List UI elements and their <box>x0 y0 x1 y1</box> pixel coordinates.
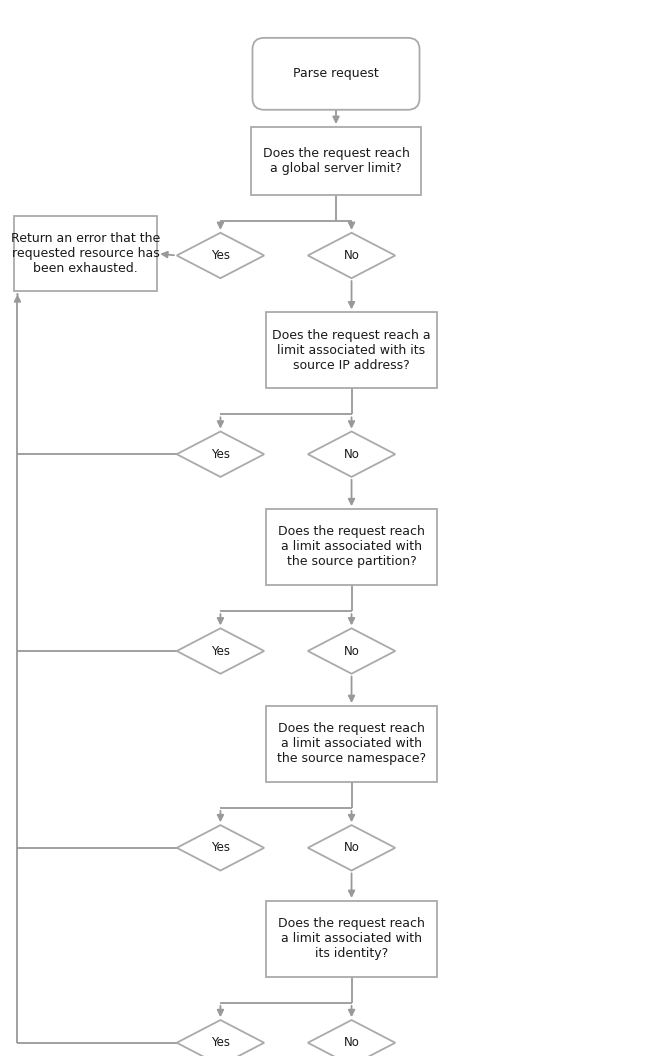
Polygon shape <box>177 232 264 278</box>
Text: No: No <box>343 249 360 262</box>
Polygon shape <box>177 825 264 870</box>
Polygon shape <box>177 1020 264 1056</box>
Text: No: No <box>343 1036 360 1050</box>
Polygon shape <box>177 432 264 477</box>
Text: No: No <box>343 448 360 460</box>
Text: Does the request reach
a limit associated with
the source partition?: Does the request reach a limit associate… <box>278 526 425 568</box>
Text: Yes: Yes <box>211 644 230 658</box>
Text: Yes: Yes <box>211 448 230 460</box>
Bar <box>266 313 437 388</box>
Text: No: No <box>343 842 360 854</box>
Polygon shape <box>308 1020 395 1056</box>
Bar <box>266 901 437 977</box>
Text: Does the request reach
a limit associated with
its identity?: Does the request reach a limit associate… <box>278 918 425 960</box>
Bar <box>266 705 437 781</box>
Bar <box>266 509 437 585</box>
Bar <box>13 215 157 291</box>
Text: Yes: Yes <box>211 249 230 262</box>
Polygon shape <box>308 432 395 477</box>
Polygon shape <box>308 825 395 870</box>
Text: No: No <box>343 644 360 658</box>
Text: Does the request reach a
limit associated with its
source IP address?: Does the request reach a limit associate… <box>272 328 431 372</box>
Text: Does the request reach
a limit associated with
the source namespace?: Does the request reach a limit associate… <box>277 722 426 766</box>
Polygon shape <box>308 628 395 674</box>
Text: Yes: Yes <box>211 1036 230 1050</box>
Text: Yes: Yes <box>211 842 230 854</box>
Text: Return an error that the
requested resource has
been exhausted.: Return an error that the requested resou… <box>11 232 160 276</box>
Text: Does the request reach
a global server limit?: Does the request reach a global server l… <box>263 147 409 175</box>
FancyBboxPatch shape <box>253 38 419 110</box>
Text: Parse request: Parse request <box>293 68 379 80</box>
Bar <box>251 127 421 195</box>
Polygon shape <box>177 628 264 674</box>
Polygon shape <box>308 232 395 278</box>
